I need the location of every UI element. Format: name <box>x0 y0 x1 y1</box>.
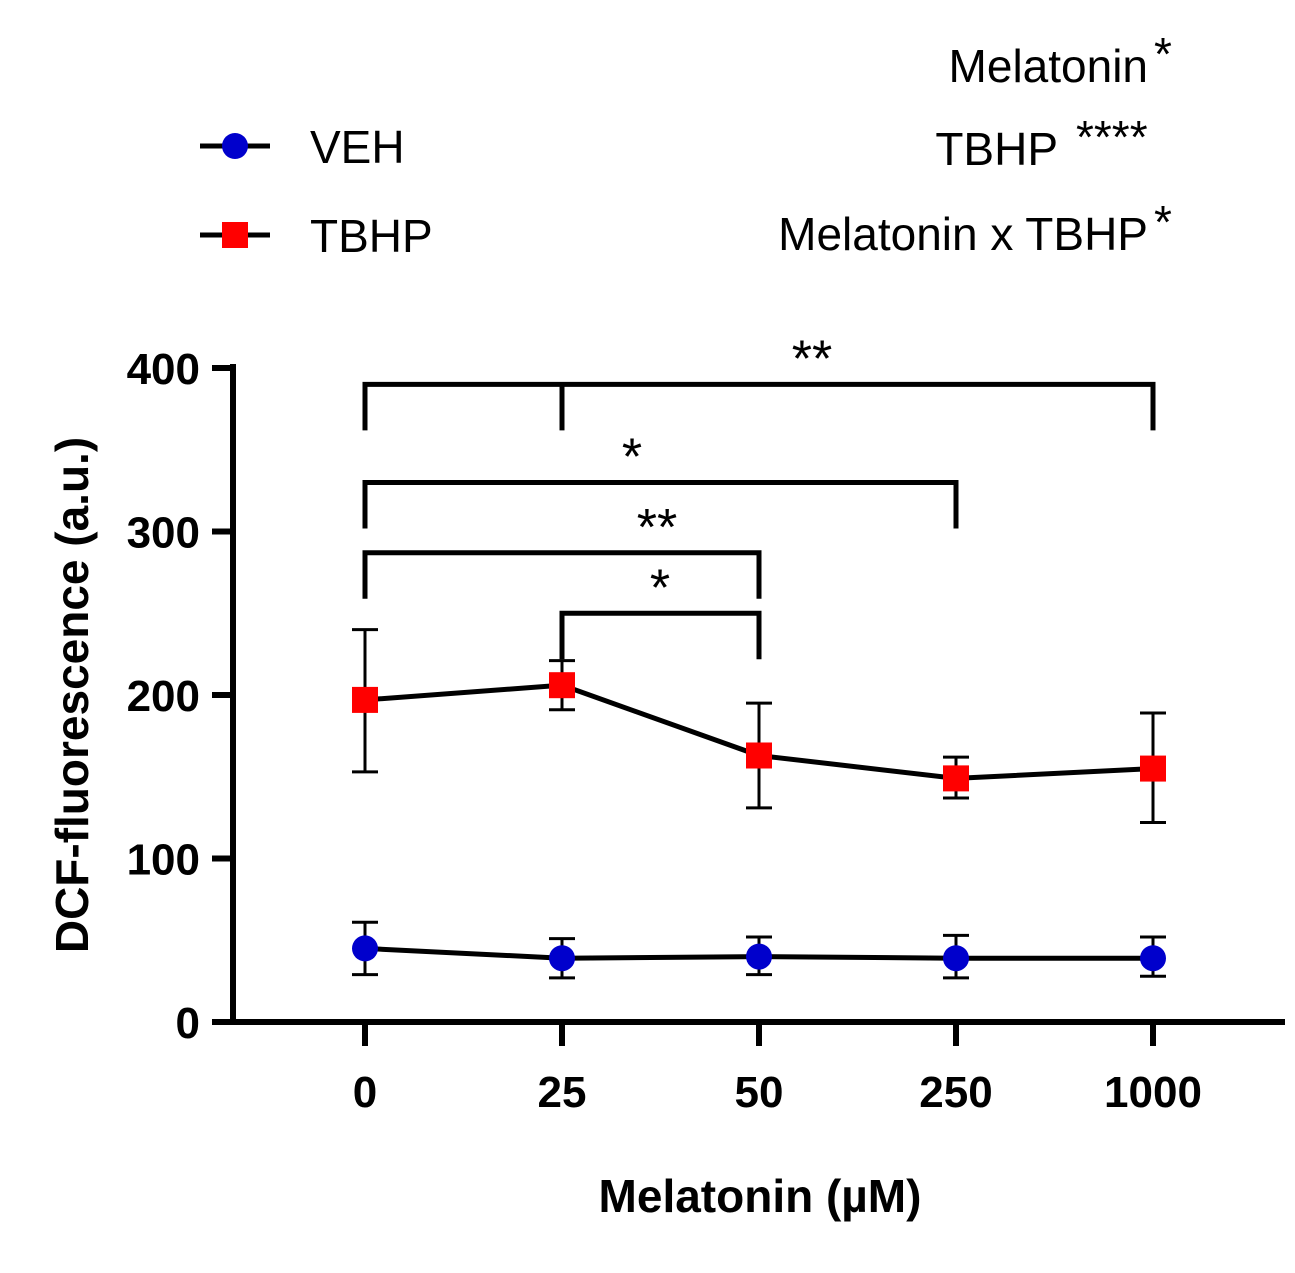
x-tick-label-50: 50 <box>735 1068 784 1117</box>
anova-annotations: Melatonin * TBHP **** Melatonin x TBHP * <box>778 28 1172 260</box>
x-axis-label: Melatonin (µM) <box>599 1170 922 1222</box>
tbhp-point-50 <box>746 742 772 769</box>
x-tick-label-25: 25 <box>538 1068 587 1117</box>
y-tick-label-400: 400 <box>127 345 200 394</box>
anova-stars-tbhp: **** <box>1076 111 1148 163</box>
bracket-1 <box>362 479 959 529</box>
veh-point-25 <box>549 945 575 972</box>
y-axis-label: DCF-fluorescence (a.u.) <box>46 437 98 953</box>
y-tick-label-300: 300 <box>127 509 200 558</box>
veh-point-250 <box>943 945 969 972</box>
legend-entry-veh: VEH <box>200 121 405 173</box>
series-veh <box>352 920 1166 980</box>
veh-point-1000 <box>1140 945 1166 972</box>
bracket-stars-1: * <box>622 428 642 486</box>
bracket-stars-0: ** <box>792 330 832 388</box>
bracket-0 <box>362 381 1156 431</box>
anova-label-tbhp: TBHP <box>935 123 1058 175</box>
anova-stars-interaction: * <box>1154 196 1172 248</box>
legend-marker-tbhp <box>222 222 248 248</box>
legend-label-veh: VEH <box>310 121 405 173</box>
bracket-stars-3: * <box>650 559 670 617</box>
x-tick-label-250: 250 <box>919 1068 992 1117</box>
tbhp-point-250 <box>943 765 969 792</box>
tbhp-point-1000 <box>1140 755 1166 782</box>
veh-point-50 <box>746 943 772 970</box>
y-tick-label-0: 0 <box>176 999 200 1048</box>
y-ticks: 0 100 200 300 400 <box>127 345 233 1048</box>
tbhp-point-0 <box>352 686 378 713</box>
anova-stars-melatonin: * <box>1154 28 1172 80</box>
x-tick-label-0: 0 <box>353 1068 377 1117</box>
legend: VEH TBHP <box>200 121 433 262</box>
tbhp-point-25 <box>549 672 575 699</box>
anova-label-melatonin: Melatonin <box>949 40 1148 92</box>
x-ticks: 0 25 50 250 1000 <box>353 1022 1202 1117</box>
legend-marker-veh <box>222 133 248 159</box>
y-tick-label-100: 100 <box>127 836 200 885</box>
veh-point-0 <box>352 935 378 962</box>
legend-label-tbhp: TBHP <box>310 210 433 262</box>
anova-label-interaction: Melatonin x TBHP <box>778 208 1148 260</box>
x-tick-label-1000: 1000 <box>1104 1068 1202 1117</box>
bracket-stars-2: ** <box>637 499 677 557</box>
series-tbhp <box>352 628 1166 825</box>
legend-entry-tbhp: TBHP <box>200 210 433 262</box>
significance-brackets: ****** <box>362 330 1156 660</box>
y-tick-label-200: 200 <box>127 672 200 721</box>
bracket-2 <box>362 550 762 599</box>
bracket-3 <box>559 610 762 660</box>
